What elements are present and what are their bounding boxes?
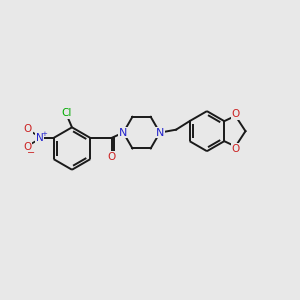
Text: +: + (41, 131, 47, 137)
Text: O: O (107, 152, 116, 162)
Text: N: N (156, 128, 164, 138)
Text: −: − (27, 148, 35, 158)
Text: O: O (24, 124, 32, 134)
Text: N: N (119, 128, 128, 138)
Text: O: O (231, 109, 240, 119)
Text: Cl: Cl (61, 108, 72, 118)
Text: O: O (23, 142, 31, 152)
Text: O: O (231, 143, 240, 154)
Text: N: N (36, 133, 43, 143)
